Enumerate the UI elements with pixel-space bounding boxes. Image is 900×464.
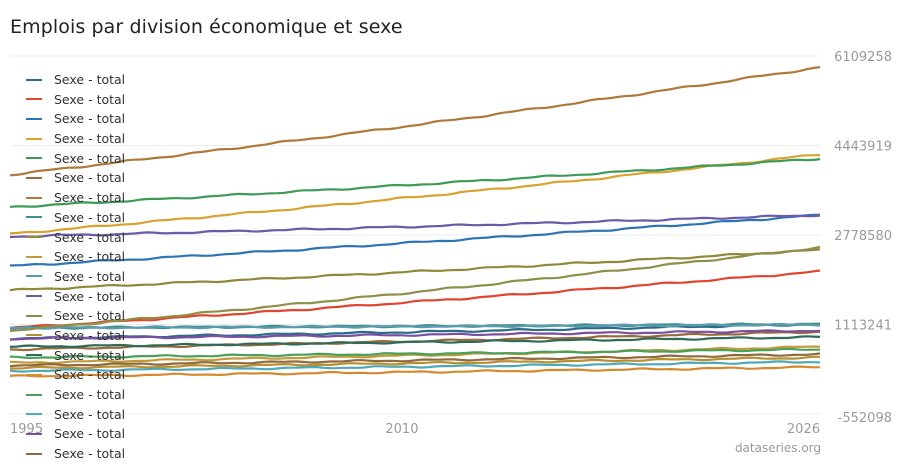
- legend-label: Sexe - total: [54, 347, 126, 363]
- y-tick-label: -552098: [838, 411, 892, 426]
- legend-label: Sexe - total: [54, 150, 126, 166]
- legend-label: Sexe - total: [54, 111, 126, 127]
- legend-item[interactable]: Sexe - total: [26, 90, 125, 110]
- legend-item[interactable]: Sexe - total: [26, 326, 125, 346]
- series-line: [9, 248, 821, 292]
- chart-title: Emplois par division économique et sexe: [10, 16, 403, 38]
- legend-swatch: [26, 314, 42, 317]
- legend-item[interactable]: Sexe - total: [26, 188, 125, 208]
- legend-label: Sexe - total: [54, 327, 126, 343]
- legend-label: Sexe - total: [54, 190, 126, 206]
- legend-swatch: [26, 334, 42, 337]
- legend-label: Sexe - total: [54, 131, 126, 147]
- legend-swatch: [26, 295, 42, 298]
- legend-swatch: [26, 354, 42, 357]
- series-lines: [9, 66, 821, 378]
- series-line: [10, 355, 820, 370]
- legend-label: Sexe - total: [54, 72, 126, 87]
- legend-swatch: [26, 432, 42, 435]
- legend-label: Sexe - total: [54, 387, 126, 402]
- series-line: [9, 329, 821, 341]
- legend-label: Sexe - total: [54, 209, 126, 225]
- legend-item[interactable]: Sexe - total: [26, 267, 125, 287]
- legend-item[interactable]: Sexe - total: [26, 168, 125, 188]
- series-line: [9, 347, 820, 359]
- series-line: [9, 365, 821, 378]
- legend-label: Sexe - total: [54, 406, 126, 422]
- y-tick-label: 1113241: [834, 319, 892, 334]
- series-line: [9, 213, 821, 267]
- series-line: [9, 360, 821, 373]
- series-line: [9, 66, 821, 177]
- series-line: [9, 158, 821, 208]
- legend-swatch: [26, 452, 42, 455]
- legend-swatch: [26, 255, 42, 258]
- x-tick-label: 2026: [787, 422, 820, 437]
- y-axis-ticks: 6109258 4443919 2778580 1113241 -552098: [834, 50, 892, 426]
- series-line: [9, 154, 821, 235]
- legend-label: Sexe - total: [54, 288, 126, 304]
- legend-item[interactable]: Sexe - total: [26, 365, 125, 385]
- series-line: [9, 245, 821, 333]
- legend-item[interactable]: Sexe - total: [26, 424, 125, 444]
- legend-swatch: [26, 236, 42, 238]
- series-line: [9, 352, 821, 368]
- x-axis-ticks: 1995 2010 2026: [10, 422, 820, 437]
- legend-swatch: [26, 393, 42, 396]
- legend-item[interactable]: Sexe - total: [26, 70, 125, 90]
- series-line: [9, 322, 821, 330]
- legend-swatch: [26, 117, 42, 120]
- legend-swatch: [26, 78, 42, 81]
- legend-swatch: [26, 373, 42, 376]
- legend-swatch: [26, 157, 42, 160]
- legend-item[interactable]: Sexe - total: [26, 287, 125, 307]
- legend-label: Sexe - total: [54, 170, 126, 186]
- source-credit: dataseries.org: [734, 441, 821, 455]
- legend-swatch: [26, 98, 42, 101]
- legend-label: Sexe - total: [54, 91, 126, 107]
- legend-item[interactable]: Sexe - total: [26, 149, 125, 169]
- legend-swatch: [26, 216, 42, 219]
- y-tick-label: 2778580: [834, 229, 892, 244]
- legend-label: Sexe - total: [54, 426, 126, 442]
- legend-item[interactable]: Sexe - total: [26, 109, 125, 129]
- y-tick-label: 4443919: [834, 140, 892, 155]
- legend-item[interactable]: Sexe - total: [26, 306, 125, 326]
- legend-swatch: [26, 196, 42, 199]
- series-line: [9, 214, 821, 239]
- legend-label: Sexe - total: [54, 446, 126, 462]
- legend-item[interactable]: Sexe - total: [26, 247, 125, 267]
- legend-swatch: [26, 137, 42, 140]
- series-line: [9, 335, 821, 348]
- legend-item[interactable]: Sexe - total: [26, 228, 125, 248]
- legend: Sexe - total Sexe - total Sexe - total Sexe…: [26, 70, 125, 464]
- x-tick-label: 2010: [385, 422, 418, 437]
- legend-label: Sexe - total: [54, 367, 126, 383]
- legend-item[interactable]: Sexe - total: [26, 444, 125, 464]
- series-line: [9, 269, 821, 330]
- legend-label: Sexe - total: [54, 229, 126, 245]
- legend-item[interactable]: Sexe - total: [26, 129, 125, 149]
- legend-swatch: [26, 176, 42, 179]
- legend-item[interactable]: Sexe - total: [26, 208, 125, 228]
- legend-swatch: [26, 413, 42, 416]
- y-tick-label: 6109258: [834, 50, 892, 65]
- legend-swatch: [26, 275, 42, 278]
- legend-label: Sexe - total: [54, 308, 126, 324]
- legend-item[interactable]: Sexe - total: [26, 405, 125, 425]
- legend-item[interactable]: Sexe - total: [26, 346, 125, 366]
- legend-label: Sexe - total: [54, 249, 126, 265]
- legend-item[interactable]: Sexe - total: [26, 385, 125, 405]
- legend-label: Sexe - total: [54, 268, 126, 284]
